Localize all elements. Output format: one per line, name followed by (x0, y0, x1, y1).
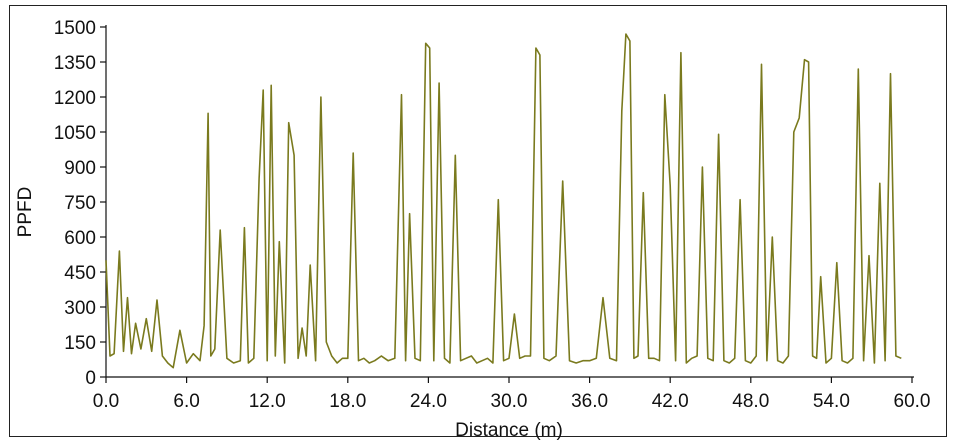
axes (105, 25, 914, 378)
y-tick-label: 750 (64, 193, 96, 214)
y-tick-label: 900 (64, 158, 96, 179)
y-tick-label: 1350 (54, 53, 96, 74)
x-tick-label: 6.0 (173, 391, 199, 412)
x-tick-label: 12.0 (249, 391, 286, 412)
x-tick-label: 30.0 (491, 391, 528, 412)
x-tick-label: 54.0 (813, 391, 850, 412)
x-tick-label: 42.0 (652, 391, 689, 412)
y-tick-label: 1050 (54, 123, 96, 144)
y-tick-label: 300 (64, 298, 96, 319)
y-axis-ticks: 0 150 300 450 600 750 900 1050 1200 1350 1500 (54, 18, 106, 389)
y-tick-label: 600 (64, 228, 96, 249)
x-axis-ticks: 0.0 6.0 12.0 18.0 24.0 30.0 36.0 42.0 48.0 54.0 60… (93, 377, 931, 412)
y-tick-label: 1500 (54, 18, 96, 39)
x-tick-label: 0.0 (93, 391, 119, 412)
chart-frame (9, 5, 947, 437)
y-axis-label: PPFD (15, 187, 36, 238)
x-axis-label: Distance (m) (455, 420, 563, 441)
x-tick-label: 60.0 (894, 391, 931, 412)
y-tick-label: 150 (64, 333, 96, 354)
x-tick-label: 36.0 (571, 391, 608, 412)
y-tick-label: 0 (85, 368, 96, 389)
y-tick-label: 450 (64, 263, 96, 284)
y-tick-label: 1200 (54, 88, 96, 109)
ppfd-series-line (105, 33, 902, 369)
x-tick-label: 48.0 (732, 391, 769, 412)
x-tick-label: 24.0 (410, 391, 447, 412)
x-tick-label: 18.0 (329, 391, 366, 412)
